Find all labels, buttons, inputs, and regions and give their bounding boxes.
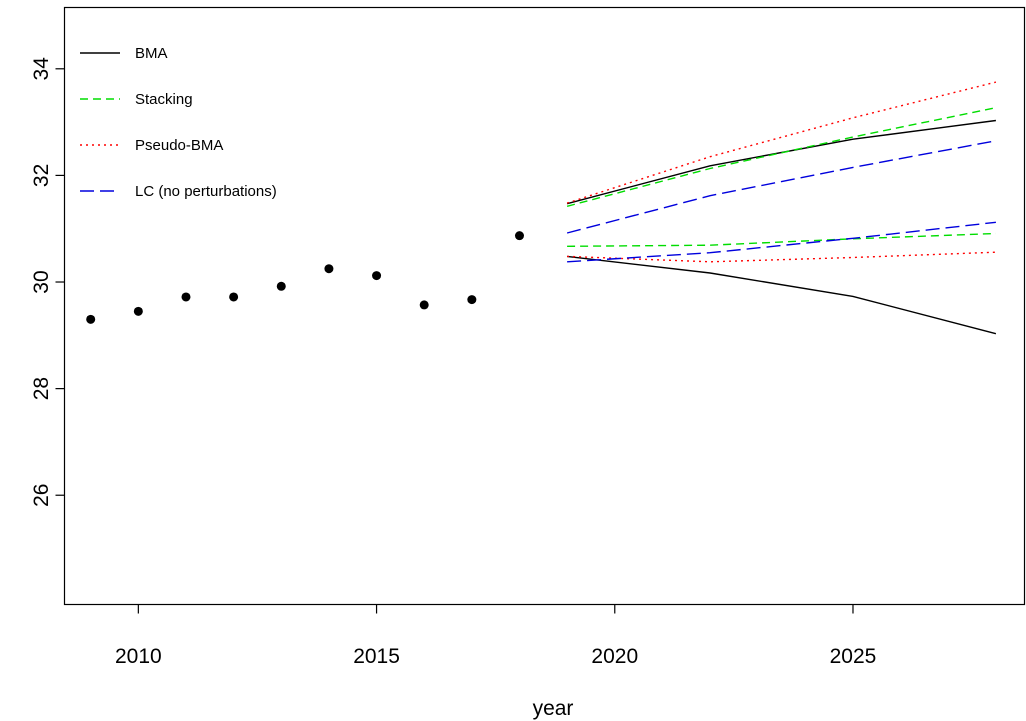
x-tick-label: 2010 bbox=[115, 645, 162, 668]
x-tick-label: 2020 bbox=[591, 645, 638, 668]
series-line-pseudo-bma-upper bbox=[566, 81, 997, 204]
y-tick-label: 32 bbox=[30, 164, 53, 187]
observed-point bbox=[276, 281, 286, 291]
x-axis-title: year bbox=[533, 697, 574, 720]
legend-label-pseudo-bma: Pseudo-BMA bbox=[135, 137, 223, 154]
observed-point bbox=[181, 292, 191, 302]
series-line-lc-no-perturbations-upper bbox=[566, 140, 997, 234]
y-tick-label: 34 bbox=[30, 57, 53, 81]
y-tick-label: 26 bbox=[30, 484, 53, 507]
plot-frame bbox=[63, 6, 1026, 606]
observed-point bbox=[86, 314, 96, 324]
x-tick-label: 2025 bbox=[830, 645, 877, 668]
legend: BMA Stacking Pseudo-BMA LC (no perturbation… bbox=[80, 45, 277, 200]
observed-points bbox=[86, 231, 524, 324]
x-tick-label: 2015 bbox=[353, 645, 400, 668]
series-layer bbox=[566, 81, 997, 335]
legend-label-bma: BMA bbox=[135, 45, 168, 62]
series-line-bma-lower bbox=[567, 255, 997, 335]
y-tick-label: 28 bbox=[30, 377, 53, 400]
observed-point bbox=[133, 306, 143, 316]
observed-point bbox=[229, 292, 239, 302]
observed-point bbox=[372, 271, 382, 281]
observed-point bbox=[419, 300, 429, 310]
observed-point bbox=[324, 264, 334, 274]
y-axis: 26 28 30 32 34 bbox=[30, 57, 65, 507]
series-line-stacking-upper bbox=[566, 107, 997, 207]
y-tick-label: 30 bbox=[30, 270, 53, 293]
observed-point bbox=[467, 295, 477, 305]
legend-label-stacking: Stacking bbox=[135, 91, 193, 108]
legend-label-lc-no-perturbations: LC (no perturbations) bbox=[135, 183, 277, 200]
observed-point bbox=[514, 231, 524, 241]
series-line-stacking-lower bbox=[567, 232, 996, 247]
x-axis: 2010 2015 2020 2025 bbox=[115, 604, 877, 668]
series-line-lc-no-perturbations-lower bbox=[567, 221, 996, 263]
